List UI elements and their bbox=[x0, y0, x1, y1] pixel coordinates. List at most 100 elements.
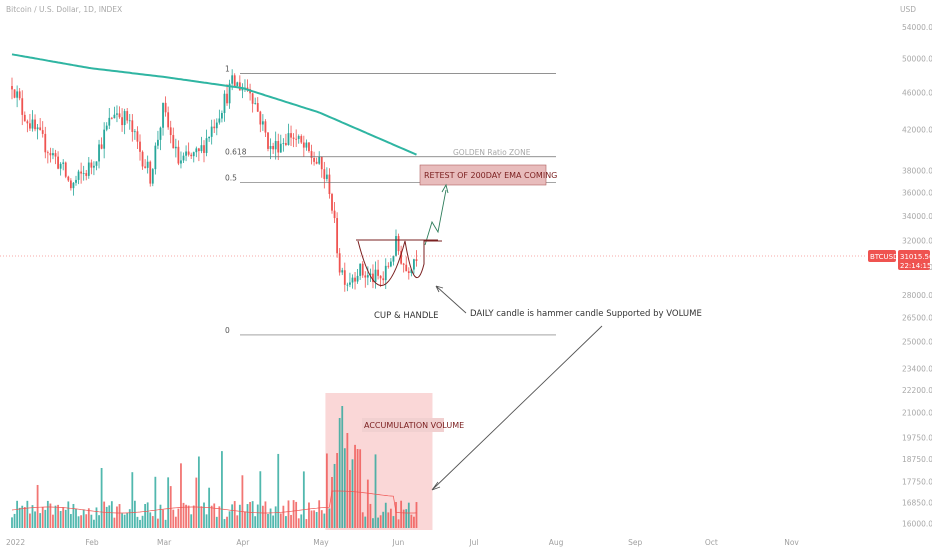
volume-bar bbox=[310, 510, 313, 528]
candle-body bbox=[98, 144, 100, 162]
y-tick-label: 22200.00 bbox=[902, 386, 932, 395]
volume-bar bbox=[287, 500, 290, 528]
volume-bar bbox=[205, 514, 208, 528]
volume-bar bbox=[192, 505, 195, 528]
volume-bar bbox=[364, 516, 367, 528]
volume-bar bbox=[29, 513, 31, 528]
volume-bar bbox=[121, 513, 123, 528]
candle-body bbox=[26, 121, 29, 124]
volume-bar bbox=[410, 514, 413, 528]
y-tick-label: 42000.00 bbox=[902, 126, 932, 135]
candle-body bbox=[93, 165, 95, 168]
candle-body bbox=[305, 142, 308, 148]
fib-level-label: 0 bbox=[225, 326, 230, 335]
volume-bar bbox=[290, 514, 292, 528]
candle-body bbox=[389, 261, 392, 267]
volume-bar bbox=[139, 519, 141, 528]
y-tick-label: 32000.00 bbox=[902, 237, 932, 246]
volume-bar bbox=[343, 448, 346, 528]
volume-bar bbox=[413, 516, 415, 528]
arrow-head bbox=[441, 183, 449, 194]
candle-body bbox=[29, 123, 31, 129]
candle-body bbox=[277, 141, 280, 153]
volume-bar bbox=[415, 502, 418, 528]
volume-bar bbox=[180, 463, 182, 528]
candle-body bbox=[228, 83, 231, 104]
volume-bar bbox=[136, 516, 139, 528]
volume-bar bbox=[325, 453, 328, 528]
candle-body bbox=[182, 155, 185, 161]
fib-level-label: 1 bbox=[225, 64, 230, 73]
volume-bar bbox=[195, 477, 198, 528]
candle-body bbox=[356, 275, 359, 282]
y-tick-label: 26500.00 bbox=[902, 314, 932, 323]
x-tick-label: Jul bbox=[468, 538, 478, 547]
candle-body bbox=[297, 136, 300, 139]
volume-bar bbox=[177, 508, 180, 528]
candle-body bbox=[402, 263, 405, 265]
volume-bar bbox=[226, 516, 228, 528]
candle-body bbox=[180, 160, 182, 164]
candle-body bbox=[274, 141, 277, 150]
candle-body bbox=[292, 137, 295, 139]
candle-body bbox=[46, 152, 49, 154]
volume-bar bbox=[274, 506, 277, 528]
candle-body bbox=[13, 89, 16, 98]
volume-bar bbox=[213, 503, 216, 528]
candle-body bbox=[213, 126, 216, 129]
y-tick-label: 23400.00 bbox=[902, 364, 932, 373]
candle-body bbox=[413, 259, 415, 270]
candle-body bbox=[195, 148, 198, 153]
candle-body bbox=[203, 145, 205, 153]
volume-bar bbox=[85, 514, 88, 528]
volume-bar bbox=[246, 504, 249, 528]
volume-bar bbox=[387, 512, 390, 528]
candle-body bbox=[395, 236, 397, 256]
volume-bar bbox=[228, 511, 231, 528]
candle-body bbox=[197, 148, 200, 152]
volume-bar bbox=[18, 507, 21, 528]
x-tick-label: Jun bbox=[392, 538, 405, 547]
volume-bar bbox=[272, 515, 275, 528]
volume-bar bbox=[21, 505, 24, 528]
candle-body bbox=[103, 129, 106, 149]
volume-bar bbox=[118, 504, 121, 528]
volume-bar bbox=[251, 501, 254, 528]
volume-bar bbox=[123, 514, 126, 528]
candle-body bbox=[136, 131, 139, 142]
candle-body bbox=[226, 93, 228, 104]
volume-bar bbox=[279, 513, 282, 528]
candle-body bbox=[11, 86, 13, 90]
volume-bar bbox=[157, 518, 159, 528]
candle-body bbox=[290, 133, 292, 138]
volume-bar bbox=[103, 501, 106, 528]
candle-body bbox=[159, 127, 162, 140]
accumulation-box bbox=[362, 418, 444, 432]
candle-body bbox=[80, 171, 83, 174]
retest-label: RETEST OF 200DAY EMA COMING bbox=[424, 171, 557, 180]
volume-bar bbox=[231, 504, 234, 528]
volume-bar bbox=[254, 516, 257, 528]
candle-body bbox=[331, 194, 333, 211]
candle-body bbox=[269, 145, 272, 149]
candle-body bbox=[100, 144, 103, 149]
candle-body bbox=[372, 273, 374, 283]
volume-bar bbox=[320, 510, 323, 528]
candle-body bbox=[308, 142, 310, 152]
candle-body bbox=[241, 87, 244, 91]
x-tick-label: Mar bbox=[157, 538, 172, 547]
candle-body bbox=[264, 121, 267, 133]
volume-bar bbox=[210, 505, 213, 528]
candle-body bbox=[187, 151, 190, 155]
candle-body bbox=[95, 161, 98, 166]
symbol-badge[interactable] bbox=[868, 250, 896, 262]
volume-bar bbox=[221, 451, 223, 528]
volume-bar bbox=[233, 501, 236, 528]
y-tick-label: 21000.00 bbox=[902, 409, 932, 418]
candle-body bbox=[254, 103, 257, 104]
candle-body bbox=[177, 146, 180, 164]
candle-body bbox=[121, 117, 123, 126]
last-price-value: 31015.56 bbox=[900, 253, 932, 261]
candle-body bbox=[382, 278, 385, 281]
